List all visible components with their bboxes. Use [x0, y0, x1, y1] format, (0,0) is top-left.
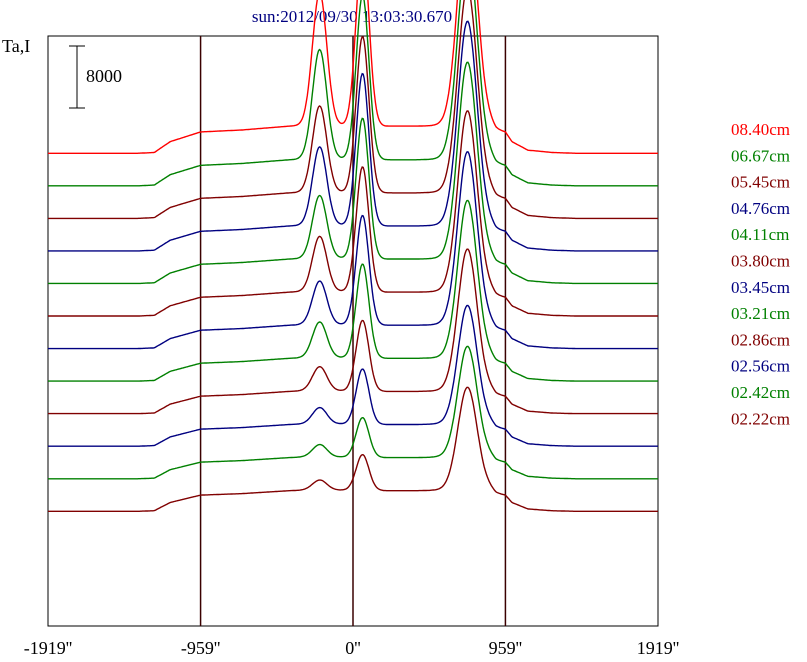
- legend-entry: 08.40cm: [731, 120, 790, 139]
- legend-entry: 02.22cm: [731, 409, 790, 428]
- series-line-06.67cm: [48, 0, 658, 187]
- series-line-04.76cm: [48, 20, 658, 252]
- legend-entry: 03.80cm: [731, 252, 790, 271]
- series-line-03.21cm: [48, 199, 658, 382]
- legend-entry: 02.56cm: [731, 357, 790, 376]
- series-line-03.80cm: [48, 110, 658, 317]
- x-tick-label: -959'': [181, 638, 220, 658]
- legend-entry: 03.45cm: [731, 278, 790, 297]
- x-tick-label: 1919'': [637, 638, 680, 658]
- series-line-02.86cm: [48, 248, 658, 415]
- legend: 08.40cm 06.67cm 05.45cm 04.76cm 04.11cm 03.80…: [731, 120, 790, 428]
- y-axis-label: Ta,I: [2, 36, 30, 56]
- scale-bar-label: 8000: [86, 66, 122, 86]
- legend-entry: 05.45cm: [731, 173, 790, 192]
- series-line-02.22cm: [48, 386, 658, 512]
- series-line-04.11cm: [48, 61, 658, 285]
- legend-entry: 02.42cm: [731, 383, 790, 402]
- series-line-05.45cm: [48, 0, 658, 220]
- legend-entry: 06.67cm: [731, 146, 790, 165]
- x-tick-label: 0'': [345, 638, 361, 658]
- series-line-02.42cm: [48, 345, 658, 480]
- series-line-03.45cm: [48, 151, 658, 350]
- chart-title: sun:2012/09/30 13:03:30.670: [252, 7, 452, 26]
- series-line-02.56cm: [48, 304, 658, 447]
- legend-entry: 04.76cm: [731, 199, 790, 218]
- scale-bar: 8000: [69, 45, 122, 109]
- series-line-08.40cm: [48, 0, 658, 154]
- series-lines: [48, 0, 658, 512]
- legend-entry: 02.86cm: [731, 330, 790, 349]
- legend-entry: 04.11cm: [731, 225, 789, 244]
- legend-entry: 03.21cm: [731, 304, 790, 323]
- x-tick-labels: -1919'' -959'' 0'' 959'' 1919'': [24, 638, 679, 658]
- x-tick-label: -1919'': [24, 638, 72, 658]
- x-tick-label: 959'': [489, 638, 523, 658]
